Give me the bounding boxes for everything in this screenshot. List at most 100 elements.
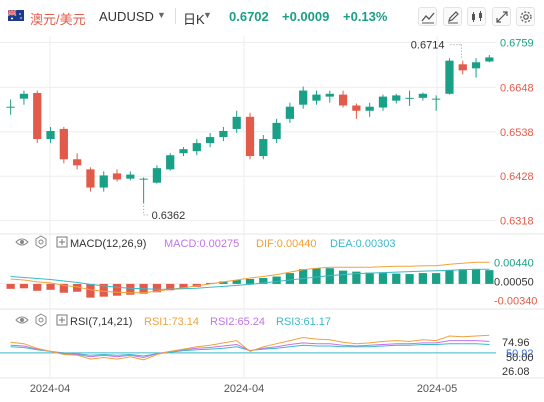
- macd-legend-macd: MACD:0.00275: [164, 238, 239, 250]
- symbol-dropdown-icon[interactable]: ▼: [157, 10, 166, 20]
- dea-line: [10, 268, 490, 290]
- candle-body: [338, 94, 348, 106]
- macd-indicator-name: MACD(12,26,9): [70, 238, 146, 250]
- candle-body: [219, 130, 228, 138]
- eye-icon: [15, 316, 29, 324]
- rsi-legend-2: RSI2:65.24: [210, 316, 265, 328]
- macd-histogram-bar: [232, 279, 241, 284]
- eye-icon-pupil: [20, 240, 24, 244]
- candle-body: [312, 94, 321, 101]
- rsi3-line: [10, 343, 490, 357]
- candle-body: [179, 149, 188, 154]
- macd-histogram-bar: [352, 271, 361, 284]
- macd-histogram-bar: [445, 270, 454, 284]
- candle-body: [352, 105, 361, 111]
- candle-body: [59, 128, 68, 160]
- last-price: 0.6702: [229, 9, 269, 24]
- macd-histogram-bar: [485, 270, 494, 284]
- chart-line-icon[interactable]: [418, 7, 437, 26]
- macd-histogram-bar: [405, 274, 414, 284]
- macd-histogram-bar: [46, 283, 55, 290]
- macd-histogram-bar: [285, 273, 295, 284]
- candle-body: [19, 93, 29, 99]
- header-divider: [175, 8, 176, 24]
- high-marker-label: 0.6714: [411, 40, 445, 52]
- eye-icon: [15, 238, 29, 246]
- candle-body: [46, 130, 55, 140]
- rsi1-line: [10, 334, 490, 361]
- symbol-code[interactable]: AUDUSD: [99, 9, 154, 24]
- candle-body: [205, 137, 215, 144]
- candlestick-icon[interactable]: [467, 7, 486, 26]
- price-axis-label: 0.6648: [500, 82, 534, 94]
- macd-histogram-bar: [59, 283, 68, 293]
- gear-icon-center: [38, 317, 44, 323]
- gear-icon-center: [38, 239, 44, 245]
- price-axis-label: 0.6759: [500, 37, 534, 49]
- macd-histogram-bar: [299, 269, 308, 284]
- chart-header: 澳元/美元 AUDUSD ▼ 日K ▼ 0.6702 +0.0009 +0.13…: [0, 0, 544, 34]
- rsi-axis-label: 26.08: [502, 366, 530, 378]
- price-change-percent: +0.13%: [343, 9, 388, 24]
- macd-collapse-icon: [56, 236, 68, 248]
- rsi2-line: [10, 340, 490, 359]
- macd-histogram-bar: [338, 270, 348, 284]
- macd-axis-label: 0.00440: [494, 257, 534, 269]
- expand-icon[interactable]: [492, 7, 511, 26]
- dif-line: [10, 261, 490, 294]
- candle-body: [112, 173, 122, 180]
- period-selector[interactable]: 日K: [183, 12, 205, 27]
- macd-histogram-bar: [33, 283, 42, 291]
- candle-body: [405, 97, 414, 99]
- rsi-settings-icon: [35, 313, 47, 327]
- macd-histogram-bar: [112, 283, 122, 296]
- rsi-collapse-icon: [56, 314, 68, 326]
- plus-icon: [59, 317, 65, 323]
- macd-histogram-bar: [365, 272, 374, 284]
- candle-body: [432, 98, 441, 100]
- plus-icon: [59, 239, 65, 245]
- macd-histogram-bar: [378, 273, 388, 284]
- candle-body: [73, 159, 82, 166]
- macd-histogram-bar: [471, 269, 481, 284]
- macd-histogram-bar: [245, 279, 255, 284]
- plus-box-icon: [56, 236, 68, 248]
- rsi-panel: RSI(7,14,21) RSI1:73.14 RSI2:65.24 RSI3:61.…: [0, 313, 534, 378]
- rsi-visibility-icon: [15, 316, 29, 324]
- settings-icon[interactable]: [516, 7, 535, 26]
- rsi-axis-label: 50.92: [506, 348, 534, 360]
- macd-legend-dea: DEA:0.00303: [330, 238, 395, 250]
- macd-histogram-bar: [219, 281, 228, 284]
- gear-icon: [35, 235, 47, 249]
- plus-box-icon: [56, 314, 68, 326]
- rsi-indicator-name: RSI(7,14,21): [70, 316, 132, 328]
- candle-body: [99, 175, 108, 188]
- x-axis: 2024-04 2024-04 2024-05: [30, 383, 457, 395]
- candle-body: [139, 178, 148, 180]
- macd-histogram-bar: [312, 268, 321, 284]
- macd-histogram-bar: [86, 283, 95, 298]
- gear-icon: [35, 313, 47, 327]
- macd-histogram-bar: [6, 283, 15, 289]
- candle-body: [378, 96, 388, 108]
- macd-histogram-bar: [418, 273, 427, 284]
- macd-axis-label: -0.00340: [494, 296, 537, 308]
- macd-visibility-icon: [15, 238, 29, 246]
- candle-body: [259, 139, 268, 157]
- price-axis-label: 0.6538: [500, 127, 534, 139]
- period-dropdown-icon[interactable]: ▼: [203, 10, 212, 20]
- macd-panel: MACD(12,26,9) MACD:0.00275 DIF:0.00440 DEA:…: [6, 235, 537, 308]
- candle-body: [152, 168, 162, 183]
- macd-histogram-bar: [73, 283, 82, 292]
- candle-body: [325, 93, 334, 97]
- macd-histogram-bar: [432, 273, 441, 284]
- low-marker-label: 0.6362: [152, 210, 186, 222]
- macd-histogram-bar: [166, 283, 175, 291]
- price-change: +0.0009: [282, 9, 330, 24]
- symbol-name[interactable]: 澳元/美元: [30, 12, 86, 27]
- macd-histogram-bar: [152, 283, 162, 293]
- macd-histogram-bar: [392, 273, 401, 284]
- pencil-icon[interactable]: [443, 7, 462, 26]
- macd-settings-icon: [35, 235, 47, 249]
